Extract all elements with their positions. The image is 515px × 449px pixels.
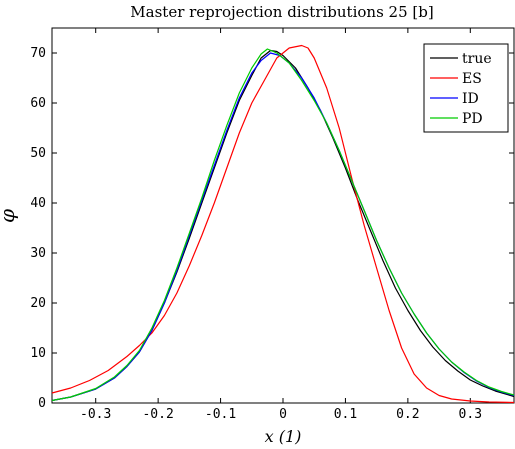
- y-tick-label: 10: [30, 346, 46, 361]
- x-tick-label: 0: [279, 407, 287, 422]
- x-tick-label: -0.2: [142, 407, 173, 422]
- legend: true ES ID PD: [423, 43, 509, 133]
- legend-label-es: ES: [462, 71, 482, 87]
- legend-label-id: ID: [462, 91, 479, 107]
- y-tick-label: 20: [30, 296, 46, 311]
- x-axis-label: x (1): [265, 427, 302, 446]
- x-tick-label: 0.3: [459, 407, 482, 422]
- chart-title: Master reprojection distributions 25 [b]: [130, 3, 433, 21]
- series-lines: [51, 44, 515, 404]
- x-tick-label: -0.1: [205, 407, 236, 422]
- series-line-pd: [51, 48, 515, 402]
- y-axis-label: φ: [0, 209, 19, 223]
- y-tick-label: 50: [30, 146, 46, 161]
- y-tick-label: 30: [30, 246, 46, 261]
- legend-label-pd: PD: [462, 111, 483, 127]
- y-tick-label: 60: [30, 96, 46, 111]
- x-tick-label: 0.2: [396, 407, 419, 422]
- y-tick-label: 40: [30, 196, 46, 211]
- x-tick-label: -0.3: [80, 407, 111, 422]
- y-tick-label: 0: [38, 396, 46, 411]
- y-tick-label: 70: [30, 46, 46, 61]
- legend-label-true: true: [462, 51, 492, 67]
- x-tick-label: 0.1: [334, 407, 357, 422]
- axis-ticks: -0.3 -0.2 -0.1 0 0.1 0.2 0.3 0 10 20 30 40 50 60 70: [30, 28, 514, 422]
- legend-box: [423, 43, 509, 133]
